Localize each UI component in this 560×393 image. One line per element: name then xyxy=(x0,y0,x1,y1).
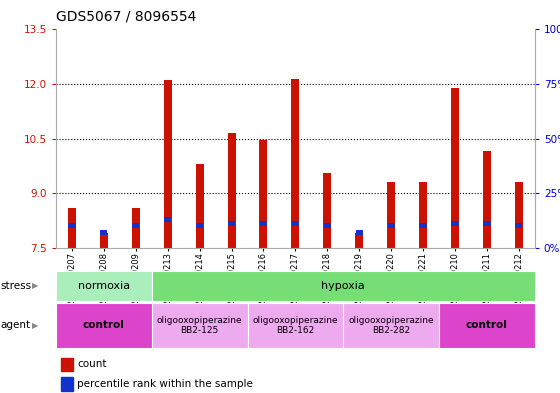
Bar xyxy=(439,303,535,348)
Bar xyxy=(515,182,523,248)
Bar xyxy=(451,221,459,226)
Bar xyxy=(56,303,152,348)
Bar xyxy=(292,221,299,226)
Bar xyxy=(259,140,268,248)
Text: normoxia: normoxia xyxy=(78,281,130,291)
Text: hypoxia: hypoxia xyxy=(321,281,365,291)
Text: GDS5067 / 8096554: GDS5067 / 8096554 xyxy=(56,10,197,24)
Bar xyxy=(387,182,395,248)
Bar xyxy=(356,230,363,235)
Text: percentile rank within the sample: percentile rank within the sample xyxy=(77,379,253,389)
Text: control: control xyxy=(466,320,508,330)
Bar xyxy=(227,133,236,248)
Bar xyxy=(324,223,331,228)
Bar xyxy=(164,80,172,248)
Bar xyxy=(60,358,73,371)
Text: control: control xyxy=(83,320,125,330)
Bar xyxy=(68,208,76,248)
Bar xyxy=(323,173,332,248)
Text: oligooxopiperazine
BB2-125: oligooxopiperazine BB2-125 xyxy=(157,316,242,335)
Bar xyxy=(419,182,427,248)
Bar xyxy=(260,221,267,226)
Bar xyxy=(419,223,427,228)
Bar xyxy=(483,221,491,226)
Bar xyxy=(60,377,73,391)
Bar xyxy=(100,233,108,248)
Bar xyxy=(132,208,140,248)
Bar xyxy=(388,223,395,228)
Bar xyxy=(291,79,300,248)
Bar xyxy=(164,217,171,222)
Text: ▶: ▶ xyxy=(32,281,39,290)
Bar xyxy=(68,223,76,228)
Text: stress: stress xyxy=(1,281,32,291)
Bar xyxy=(451,88,459,248)
Bar xyxy=(56,271,152,301)
Text: ▶: ▶ xyxy=(32,321,39,330)
Bar xyxy=(100,230,108,235)
Bar xyxy=(152,303,248,348)
Bar xyxy=(152,271,535,301)
Text: oligooxopiperazine
BB2-282: oligooxopiperazine BB2-282 xyxy=(348,316,434,335)
Bar xyxy=(355,233,363,248)
Bar xyxy=(132,223,139,228)
Bar xyxy=(195,164,204,248)
Bar xyxy=(343,303,439,348)
Text: agent: agent xyxy=(1,320,31,330)
Bar xyxy=(248,303,343,348)
Bar xyxy=(515,223,522,228)
Text: oligooxopiperazine
BB2-162: oligooxopiperazine BB2-162 xyxy=(253,316,338,335)
Text: count: count xyxy=(77,359,107,369)
Bar xyxy=(196,223,203,228)
Bar xyxy=(228,221,235,226)
Bar xyxy=(483,151,491,248)
